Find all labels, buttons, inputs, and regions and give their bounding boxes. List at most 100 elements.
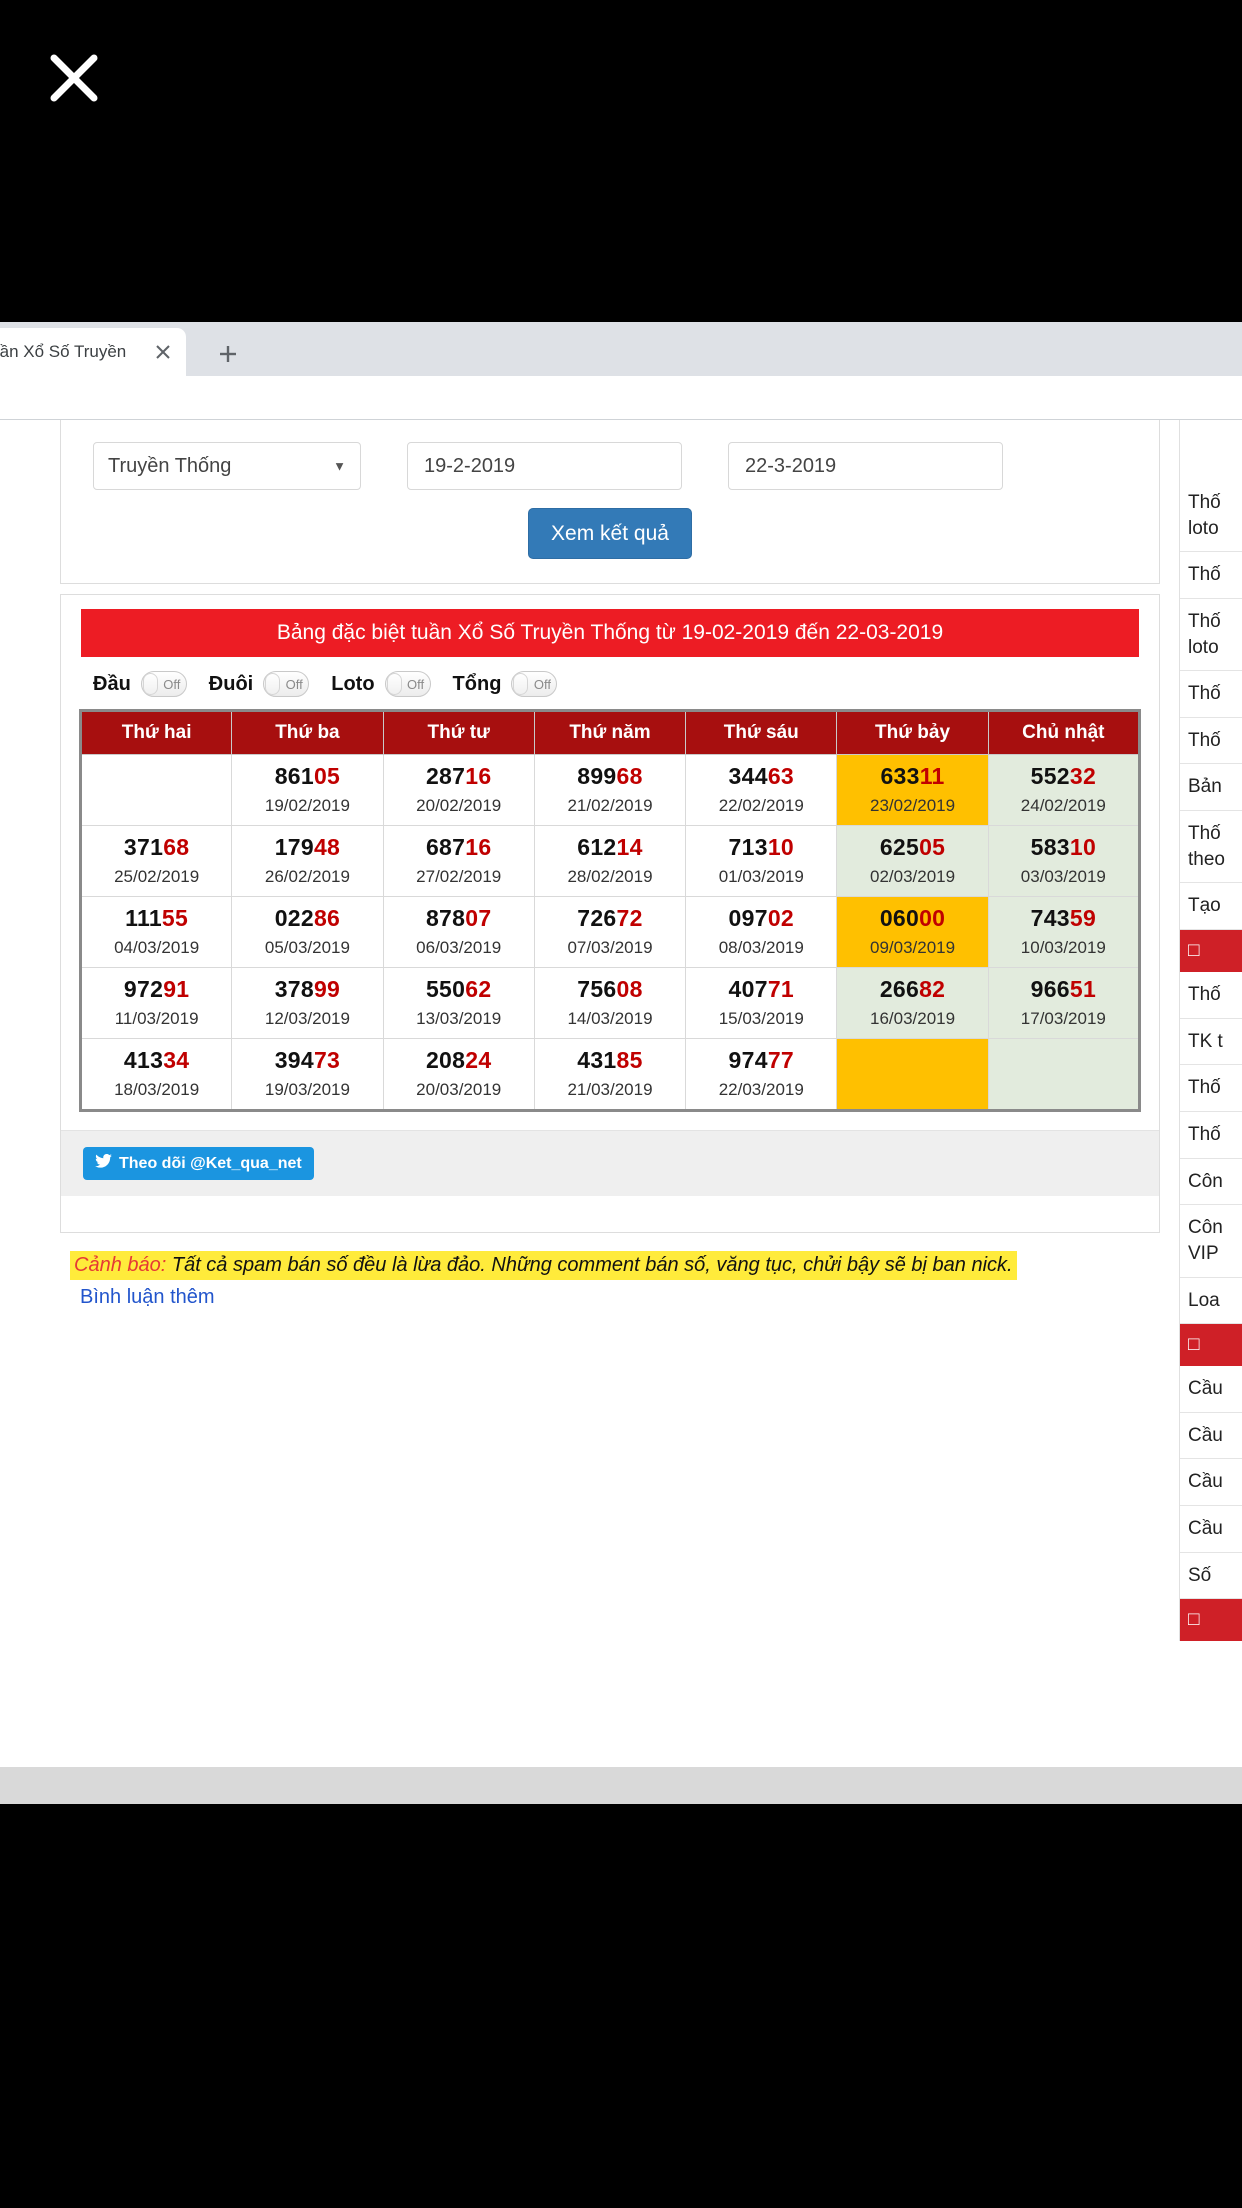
- number-tail: 10: [1069, 834, 1097, 860]
- special-number: 41334: [123, 1047, 190, 1073]
- date-to-input[interactable]: 22-3-2019: [728, 442, 1003, 490]
- close-icon[interactable]: [48, 52, 100, 104]
- toggle-state-dau: Off: [163, 676, 181, 692]
- right-sidebar: Thố loto Thố Thố loto Thố Thố Bản Thố theo Tạo □ Thố…: [1179, 420, 1242, 1642]
- result-cell: [836, 1038, 989, 1111]
- toggle-tong[interactable]: Off: [511, 671, 558, 697]
- sidebar-link[interactable]: Cầu: [1180, 1506, 1242, 1553]
- result-cell: 55062 13/03/2019: [382, 967, 535, 1039]
- special-number: 68716: [425, 834, 492, 860]
- submit-row: Xem kết quả: [61, 490, 1159, 583]
- sidebar-link[interactable]: Cầu: [1180, 1459, 1242, 1507]
- sidebar-link[interactable]: Thố: [1180, 1065, 1242, 1112]
- result-cell: 96651 17/03/2019: [987, 967, 1141, 1039]
- toggle-dau[interactable]: Off: [140, 671, 187, 697]
- sidebar-top-space: [1180, 420, 1242, 480]
- special-number: 55232: [1030, 763, 1097, 789]
- sidebar-link[interactable]: Số: [1180, 1553, 1242, 1600]
- result-date: 07/03/2019: [567, 938, 653, 957]
- result-date: 19/03/2019: [264, 1080, 350, 1099]
- sidebar-link[interactable]: TK t: [1180, 1019, 1242, 1066]
- table-head: Thứ hai Thứ ba Thứ tư Thứ năm Thứ sáu Thứ bảy…: [79, 710, 1141, 755]
- result-cell: 74359 10/03/2019: [987, 896, 1141, 968]
- sidebar-link[interactable]: Côn VIP: [1180, 1205, 1242, 1278]
- sidebar-link[interactable]: Thố: [1180, 552, 1242, 599]
- result-date: 15/03/2019: [718, 1009, 804, 1028]
- result-cell: 62505 02/03/2019: [836, 825, 989, 897]
- lottery-type-select[interactable]: Truyền Thống ▼: [93, 442, 361, 490]
- special-number: 74359: [1030, 905, 1097, 931]
- table-column-header: Thứ bảy: [836, 710, 989, 755]
- sidebar-link[interactable]: Bản: [1180, 764, 1242, 812]
- result-cell: 43185 21/03/2019: [533, 1038, 687, 1111]
- sidebar-link[interactable]: Thố theo: [1180, 811, 1242, 884]
- special-number: 02286: [274, 905, 341, 931]
- sidebar-link[interactable]: Thố: [1180, 718, 1242, 765]
- browser-tab[interactable]: t tuần Xổ Số Truyền: [0, 328, 186, 376]
- number-tail: 68: [616, 763, 643, 789]
- sidebar-link[interactable]: Thố loto: [1180, 599, 1242, 672]
- result-date: 13/03/2019: [416, 1009, 502, 1028]
- table-row: 86105 19/02/2019 28716 20/02/2019 89968 21/02…: [79, 754, 1141, 826]
- toggle-duoi[interactable]: Off: [263, 671, 310, 697]
- result-cell: 75608 14/03/2019: [533, 967, 687, 1039]
- number-tail: 24: [465, 1047, 492, 1073]
- special-number: 89968: [577, 763, 643, 789]
- special-number: 55062: [425, 976, 492, 1002]
- sidebar-link[interactable]: Thố: [1180, 972, 1242, 1019]
- result-date: 21/02/2019: [567, 796, 653, 815]
- number-tail: 11: [919, 763, 945, 789]
- result-date: 16/03/2019: [870, 1009, 956, 1028]
- number-tail: 05: [919, 834, 946, 860]
- browser-toolbar: [0, 376, 1242, 420]
- view-results-button[interactable]: Xem kết quả: [528, 508, 692, 559]
- special-number: 87807: [425, 905, 492, 931]
- social-strip: Theo dõi @Ket_qua_net: [61, 1130, 1159, 1196]
- sidebar-link[interactable]: Tạo: [1180, 883, 1242, 931]
- panel-footer-space: [61, 1196, 1159, 1232]
- result-cell: 63311 23/02/2019: [836, 754, 989, 826]
- toggle-label-duoi: Đuôi: [208, 672, 254, 695]
- result-date: 04/03/2019: [114, 938, 200, 957]
- result-date: 05/03/2019: [264, 938, 350, 957]
- lottery-type-value: Truyền Thống: [108, 454, 232, 477]
- browser-window: t tuần Xổ Số Truyền: [0, 322, 1242, 1804]
- sidebar-link[interactable]: Cầu: [1180, 1413, 1242, 1460]
- number-tail: 91: [163, 976, 190, 1002]
- result-cell: [987, 1038, 1141, 1111]
- special-number: 96651: [1030, 976, 1097, 1002]
- special-number: 34463: [728, 763, 794, 789]
- result-date: 25/02/2019: [114, 867, 200, 886]
- result-cell: 28716 20/02/2019: [382, 754, 535, 826]
- special-number: 20824: [425, 1047, 492, 1073]
- toggle-knob: [142, 673, 158, 695]
- result-date: 20/02/2019: [416, 796, 502, 815]
- sidebar-section-header: □: [1180, 1599, 1242, 1642]
- toggle-loto[interactable]: Off: [384, 671, 431, 697]
- page-viewport: Truyền Thống ▼ 19-2-2019 22-3-2019 Xem k…: [0, 420, 1242, 1804]
- result-date: 03/03/2019: [1020, 867, 1106, 886]
- table-row: 37168 25/02/2019 17948 26/02/2019 68716 27/02…: [79, 825, 1141, 897]
- sidebar-link[interactable]: Thố: [1180, 1112, 1242, 1159]
- result-date: 28/02/2019: [567, 867, 653, 886]
- sidebar-link[interactable]: Thố loto: [1180, 480, 1242, 553]
- tab-close-icon[interactable]: [150, 339, 176, 365]
- new-tab-icon[interactable]: [206, 334, 250, 374]
- add-comment-link[interactable]: Bình luận thêm: [80, 1286, 215, 1308]
- number-tail: 99: [313, 976, 341, 1002]
- result-date: 22/02/2019: [718, 796, 804, 815]
- sidebar-link[interactable]: Thố: [1180, 671, 1242, 718]
- twitter-follow-button[interactable]: Theo dõi @Ket_qua_net: [83, 1147, 314, 1180]
- twitter-bird-icon: [95, 1153, 112, 1173]
- filter-row: Truyền Thống ▼ 19-2-2019 22-3-2019: [61, 420, 1159, 490]
- number-tail: 77: [767, 1047, 794, 1073]
- date-from-input[interactable]: 19-2-2019: [407, 442, 682, 490]
- tab-title: t tuần Xổ Số Truyền: [0, 342, 127, 361]
- sidebar-link[interactable]: Loa: [1180, 1278, 1242, 1325]
- result-date: 17/03/2019: [1020, 1009, 1106, 1028]
- sidebar-link[interactable]: Cầu: [1180, 1366, 1242, 1413]
- sidebar-link[interactable]: Côn: [1180, 1159, 1242, 1206]
- special-number: 09702: [728, 905, 794, 931]
- result-date: 23/02/2019: [870, 796, 956, 815]
- number-tail: 16: [465, 834, 492, 860]
